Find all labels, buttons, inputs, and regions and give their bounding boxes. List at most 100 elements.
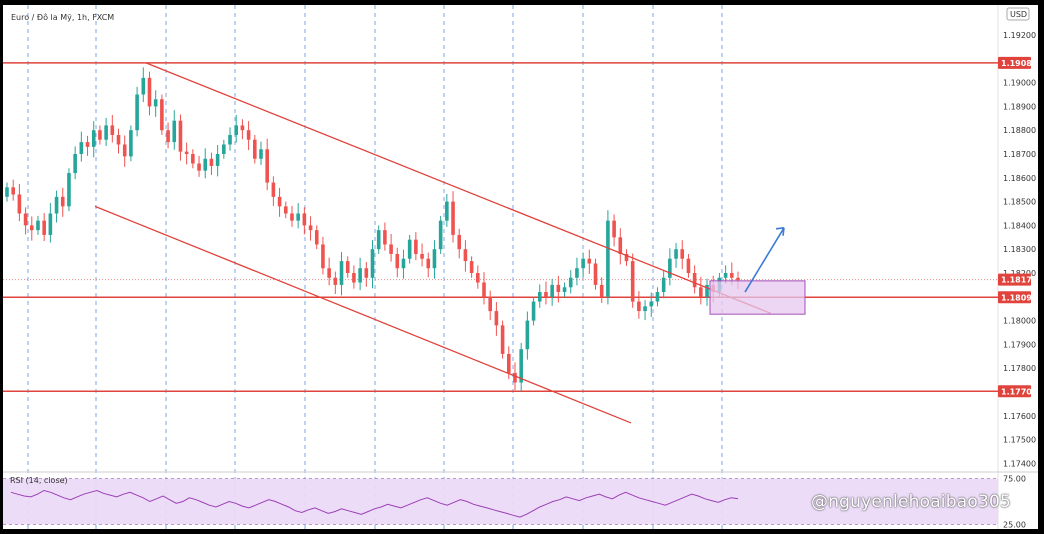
candle-body bbox=[699, 287, 703, 297]
candle-body bbox=[73, 154, 77, 174]
candle-body bbox=[705, 284, 709, 297]
candle-body bbox=[476, 273, 480, 283]
candle-body bbox=[54, 196, 59, 214]
y-tick-label: 1.17500 bbox=[1003, 436, 1036, 445]
candle-body bbox=[661, 277, 666, 293]
candle-body bbox=[358, 268, 362, 283]
candle-body bbox=[308, 225, 313, 231]
candle-body bbox=[352, 273, 356, 283]
candle-body bbox=[593, 263, 598, 285]
candle-body bbox=[215, 154, 220, 166]
candle-body bbox=[575, 268, 579, 278]
candle-body bbox=[60, 196, 65, 207]
candle-body bbox=[17, 194, 22, 214]
candle-body bbox=[568, 277, 573, 288]
candle-body bbox=[488, 296, 493, 312]
candle-body bbox=[531, 301, 536, 321]
y-tick-label: 1.18300 bbox=[1003, 245, 1036, 254]
y-tick-label: 1.18000 bbox=[1003, 317, 1036, 326]
candle-body bbox=[606, 220, 610, 297]
candle-body bbox=[668, 258, 672, 278]
channel-upper-trendline bbox=[145, 62, 772, 315]
candle-body bbox=[736, 277, 740, 281]
candle-body bbox=[612, 220, 616, 238]
candle-body bbox=[513, 372, 517, 383]
candle-body bbox=[562, 287, 567, 293]
candle-body bbox=[730, 273, 734, 278]
y-tick-label: 1.17800 bbox=[1003, 364, 1036, 373]
candle-body bbox=[494, 311, 499, 326]
price-tag bbox=[998, 56, 1031, 69]
currency-label: USD bbox=[1010, 10, 1027, 19]
candle-body bbox=[209, 158, 214, 166]
candle-body bbox=[147, 77, 152, 107]
projection-arrow bbox=[744, 227, 785, 293]
y-tick-label: 1.19200 bbox=[1003, 31, 1036, 40]
candle-body bbox=[383, 230, 387, 245]
candle-body bbox=[172, 120, 177, 143]
candle-body bbox=[135, 94, 139, 131]
candle-body bbox=[333, 277, 338, 285]
candle-body bbox=[630, 261, 635, 302]
candle-body bbox=[624, 253, 629, 262]
candle-body bbox=[141, 77, 146, 95]
candle-body bbox=[544, 292, 548, 297]
candle-body bbox=[426, 258, 431, 269]
rsi-title: RSI (14, close) bbox=[10, 476, 68, 485]
arrow-head bbox=[775, 226, 785, 236]
currency-badge bbox=[1006, 7, 1030, 21]
candle-body bbox=[283, 206, 288, 214]
candle-body bbox=[432, 249, 437, 269]
candle-body bbox=[463, 249, 468, 262]
candle-body bbox=[537, 292, 542, 302]
y-tick-label: 1.17400 bbox=[1003, 459, 1036, 468]
eurusd-chart: 1.19200 1.19000 1.18900 1.18800 1.18700 1.186… bbox=[3, 5, 1038, 529]
candle-body bbox=[79, 142, 84, 154]
candle-body bbox=[98, 130, 102, 140]
candle-body bbox=[500, 325, 505, 354]
candle-body bbox=[321, 244, 325, 269]
candle-body bbox=[686, 258, 691, 273]
candle-body bbox=[692, 273, 697, 288]
candle-body bbox=[29, 225, 34, 231]
candle-body bbox=[129, 130, 133, 157]
candle-body bbox=[228, 134, 232, 145]
candle-body bbox=[655, 292, 660, 302]
y-tick-label: 1.18400 bbox=[1003, 221, 1036, 230]
candle-body bbox=[314, 230, 319, 245]
candle-body bbox=[339, 261, 344, 285]
candle-body bbox=[91, 130, 96, 147]
channel-lower-trendline bbox=[94, 205, 632, 424]
candle-body bbox=[203, 158, 208, 171]
candle-body bbox=[240, 125, 245, 131]
candle-body bbox=[252, 139, 257, 159]
candle-body bbox=[370, 249, 375, 278]
candle-body bbox=[420, 253, 424, 259]
candle-body bbox=[469, 261, 474, 273]
candle-body bbox=[166, 130, 170, 143]
candle-body bbox=[265, 149, 269, 183]
symbol-label: Euro / Đô la Mỹ, 1h, FXCM bbox=[11, 13, 115, 22]
candle-body bbox=[5, 187, 9, 197]
candle-body bbox=[643, 306, 647, 312]
candle-body bbox=[457, 234, 462, 250]
candle-body bbox=[36, 220, 40, 231]
candle-body bbox=[246, 130, 251, 140]
candle-body bbox=[11, 187, 15, 195]
candle-body bbox=[680, 249, 685, 259]
candle-body bbox=[191, 154, 195, 164]
candle-body bbox=[296, 213, 300, 221]
candle-body bbox=[122, 144, 127, 157]
candle-body bbox=[581, 258, 585, 269]
y-tick-label: 1.18200 bbox=[1003, 269, 1036, 278]
candle-body bbox=[451, 201, 455, 235]
candle-body bbox=[637, 301, 641, 312]
candle-body bbox=[438, 220, 443, 250]
candle-body bbox=[407, 239, 412, 259]
candle-body bbox=[401, 258, 406, 269]
price-tag-label: 1.18098 bbox=[1001, 293, 1038, 302]
y-tick-label: 1.17600 bbox=[1003, 412, 1036, 421]
price-tag bbox=[998, 273, 1031, 286]
candle-body bbox=[271, 182, 276, 197]
candle-body bbox=[506, 353, 511, 373]
